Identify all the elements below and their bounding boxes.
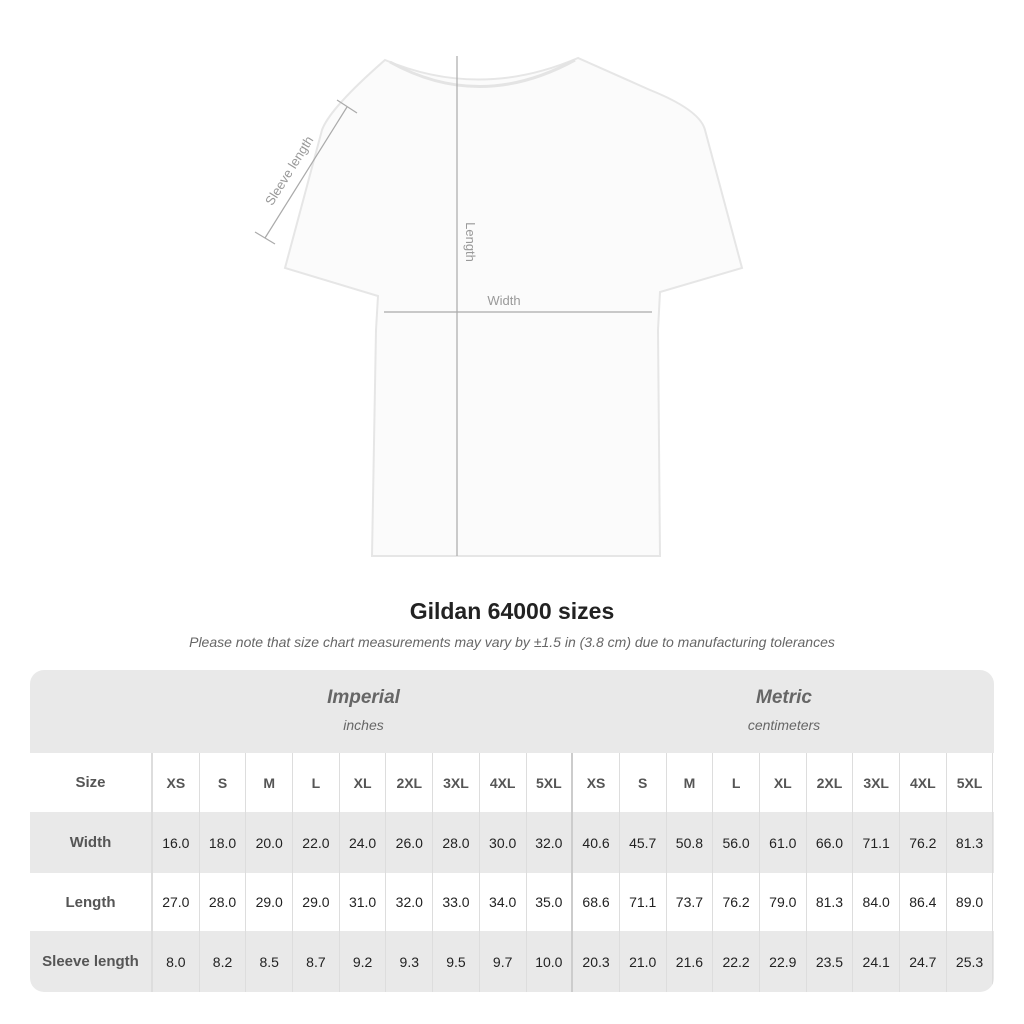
table-cell: 22.9 (760, 931, 807, 992)
imperial-header: Imperial inches (153, 670, 574, 753)
table-cell: 27.0 (153, 873, 200, 931)
table-cell: 73.7 (667, 873, 714, 931)
table-cell: 76.2 (900, 812, 947, 873)
table-cell: XS (573, 753, 620, 812)
table-cell: L (293, 753, 340, 812)
sleeve-arrow (264, 106, 348, 239)
table-cell: 9.2 (340, 931, 387, 992)
table-cell: 71.1 (620, 873, 667, 931)
table-cell: 50.8 (667, 812, 714, 873)
table-row: Length 27.0 28.0 29.0 29.0 31.0 32.0 33.0 34.0 35… (30, 873, 994, 931)
table-cell: 5XL (947, 753, 994, 812)
table-cell: 8.7 (293, 931, 340, 992)
table-cell: 25.3 (947, 931, 994, 992)
table-cell: 21.6 (667, 931, 714, 992)
row-label: Length (30, 873, 153, 931)
width-label: Width (487, 293, 520, 308)
table-cell: 86.4 (900, 873, 947, 931)
table-cell: 18.0 (200, 812, 247, 873)
table-cell: 22.2 (713, 931, 760, 992)
size-table: Imperial inches Metric centimeters Size X… (30, 670, 994, 992)
metric-unit: centimeters (747, 717, 821, 733)
page-title: Gildan 64000 sizes (409, 598, 615, 624)
table-cell: 66.0 (807, 812, 854, 873)
table-cell: 81.3 (947, 812, 994, 873)
metric-header: Metric centimeters (574, 670, 994, 753)
table-cell: 10.0 (527, 931, 574, 992)
table-cell: 4XL (480, 753, 527, 812)
table-cell: 26.0 (386, 812, 434, 873)
table-row: Size XS S M L XL 2XL 3XL 4XL 5XL XS S M L XL 2XL 3XL 4XL 5… (30, 753, 994, 812)
table-cell: 76.2 (713, 873, 760, 931)
table-cell: 16.0 (153, 812, 200, 873)
table-cell: 29.0 (293, 873, 340, 931)
table-cell: 81.3 (807, 873, 854, 931)
table-cell: XS (153, 753, 200, 812)
table-cell: 33.0 (433, 873, 480, 931)
imperial-title: Imperial (327, 687, 400, 708)
row-label: Size (30, 753, 153, 812)
table-cell: 71.1 (853, 812, 900, 873)
table-cell: 30.0 (480, 812, 527, 873)
table-cell: 56.0 (713, 812, 760, 873)
tolerance-note: Please note that size chart measurements… (189, 634, 835, 650)
table-cell: 24.0 (340, 812, 387, 873)
length-label: Length (463, 222, 478, 262)
table-cell: 8.2 (200, 931, 247, 992)
table-cell: 61.0 (760, 812, 807, 873)
metric-title: Metric (756, 687, 812, 708)
table-cell: 24.1 (853, 931, 900, 992)
table-cell: 34.0 (480, 873, 527, 931)
table-row: Width 16.0 18.0 20.0 22.0 24.0 26.0 28.0 30.0 32.… (30, 812, 994, 873)
table-cell: 9.5 (433, 931, 480, 992)
table-cell: 32.0 (386, 873, 434, 931)
table-cell: 2XL (807, 753, 854, 812)
table-cell: 40.6 (573, 812, 620, 873)
table-cell: 8.0 (153, 931, 200, 992)
table-cell: 45.7 (620, 812, 667, 873)
table-cell: 35.0 (527, 873, 574, 931)
table-cell: XL (340, 753, 387, 812)
row-label: Sleeve length (30, 931, 153, 992)
row-label: Width (30, 812, 153, 873)
table-cell: 23.5 (807, 931, 854, 992)
imperial-unit: inches (343, 717, 384, 733)
table-cell: 28.0 (200, 873, 247, 931)
tshirt-diagram: Width Length Sleeve length (254, 56, 744, 557)
table-cell: M (667, 753, 714, 812)
table-row: Sleeve length 8.0 8.2 8.5 8.7 9.2 9.3 9.5 9.7 10.… (30, 931, 994, 992)
table-cell: 3XL (433, 753, 480, 812)
table-cell: 68.6 (573, 873, 620, 931)
table-cell: 89.0 (947, 873, 994, 931)
table-cell: 31.0 (340, 873, 387, 931)
table-cell: 79.0 (760, 873, 807, 931)
table-cell: 2XL (386, 753, 434, 812)
table-cell: 24.7 (900, 931, 947, 992)
table-cell: L (713, 753, 760, 812)
table-cell: 8.5 (246, 931, 294, 992)
tshirt-shape (283, 56, 744, 557)
table-cell: 4XL (900, 753, 947, 812)
table-cell: 9.3 (386, 931, 434, 992)
table-cell: XL (760, 753, 807, 812)
table-cell: S (620, 753, 667, 812)
table-cell: 84.0 (853, 873, 900, 931)
table-cell: 20.0 (246, 812, 294, 873)
table-cell: 5XL (527, 753, 574, 812)
table-cell: 22.0 (293, 812, 340, 873)
table-cell: 3XL (853, 753, 900, 812)
table-cell: 20.3 (573, 931, 620, 992)
table-cell: S (200, 753, 247, 812)
table-cell: 32.0 (527, 812, 574, 873)
table-cell: 28.0 (433, 812, 480, 873)
table-cell: 9.7 (480, 931, 527, 992)
table-cell: 21.0 (620, 931, 667, 992)
table-cell: M (246, 753, 294, 812)
table-cell: 29.0 (246, 873, 294, 931)
